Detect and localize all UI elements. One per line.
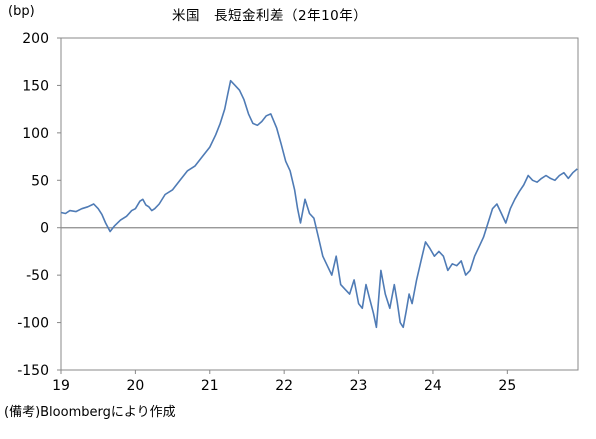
y-axis-unit-label: (bp) <box>8 4 35 19</box>
source-note: (備考)Bloombergにより作成 <box>4 405 176 420</box>
x-tick-label: 24 <box>424 378 442 394</box>
y-tick-label: -100 <box>17 316 49 332</box>
y-tick-label: 200 <box>22 31 49 47</box>
y-tick-label: 50 <box>31 173 49 189</box>
x-tick-label: 19 <box>52 378 70 394</box>
plot-area <box>60 37 579 371</box>
x-tick-label: 20 <box>126 378 144 394</box>
y-tick-label: 0 <box>40 221 49 237</box>
y-tick-label: -150 <box>17 363 49 379</box>
x-tick-label: 22 <box>275 378 293 394</box>
x-tick-label: 25 <box>498 378 516 394</box>
y-tick-label: 100 <box>22 126 49 142</box>
chart-title: 米国 長短金利差（2年10年） <box>172 8 368 24</box>
x-tick-label: 23 <box>350 378 368 394</box>
x-axis: 19 20 21 22 23 24 25 <box>52 370 516 394</box>
spread-series-line <box>60 79 578 329</box>
x-tick-label: 21 <box>201 378 219 394</box>
y-axis: -150 -100 -50 0 50 100 150 200 <box>17 31 61 379</box>
y-tick-label: 150 <box>22 78 49 94</box>
y-tick-label: -50 <box>26 268 49 284</box>
